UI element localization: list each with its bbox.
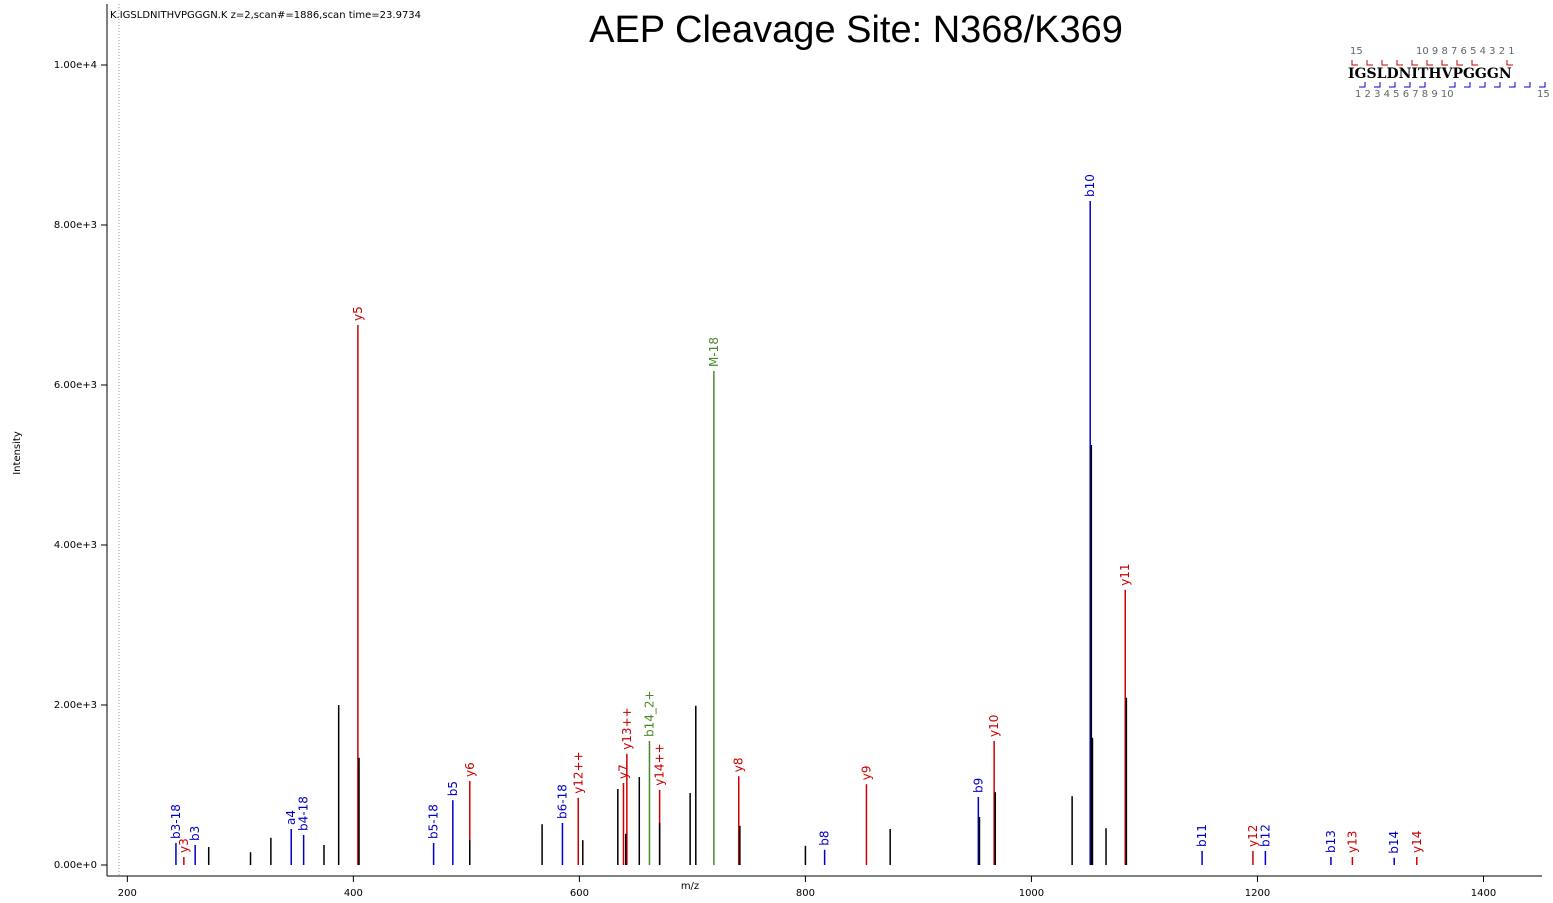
- y-tick-label: 6.00e+3: [54, 380, 97, 391]
- sequence: IGSLDNITHVPGGGN: [1348, 66, 1512, 82]
- peak-label: y6: [463, 762, 477, 777]
- x-tick-label: 200: [118, 888, 137, 899]
- y-tick-label: 1.00e+4: [54, 60, 97, 71]
- peak-label: y3: [177, 838, 191, 853]
- peak-label: b14_2+: [642, 690, 656, 737]
- peak-label: b3: [188, 826, 202, 841]
- peak-label: b6-18: [555, 784, 569, 819]
- seq-bottom-num: 15: [1537, 89, 1550, 100]
- peak-label: y11: [1118, 563, 1132, 585]
- peak-label: y12: [1246, 825, 1260, 847]
- y-tick-label: 4.00e+3: [54, 540, 97, 551]
- peak-label: y9: [859, 765, 873, 780]
- peak-label: y10: [987, 715, 1001, 737]
- x-tick-label: 1400: [1471, 888, 1496, 899]
- peak-label: b11: [1195, 824, 1209, 847]
- chart-title: AEP Cleavage Site: N368/K369: [589, 9, 1123, 51]
- seq-top-num: 15: [1350, 46, 1363, 57]
- sequence-map: 15 10 9 8 7 6 5 4 3 2 1 IGSLDNITHVPGGGN …: [1348, 46, 1550, 100]
- peak-label: y5: [351, 306, 365, 321]
- y-tick-label: 0.00e+0: [54, 860, 97, 871]
- peak-label: a4: [284, 810, 298, 825]
- x-tick-label: 400: [344, 888, 363, 899]
- peak-label: b9: [971, 778, 985, 793]
- peak-label: b14: [1387, 831, 1401, 854]
- peak-label: b12: [1258, 824, 1272, 847]
- b-brackets: [1359, 82, 1546, 88]
- y-brackets: [1351, 60, 1513, 66]
- x-tick-label: 1000: [1019, 888, 1044, 899]
- seq-bottom-num: 1 2 3 4 5 6 7 8 9 10: [1355, 89, 1454, 100]
- y-axis-label: Intensity: [12, 431, 23, 475]
- peak-label: b5-18: [427, 804, 441, 839]
- peak-label: b13: [1324, 830, 1338, 853]
- peak-label: b10: [1083, 174, 1097, 197]
- x-tick-label: 800: [796, 888, 815, 899]
- peak-label: b8: [818, 831, 832, 846]
- seq-top-num: 10 9 8 7 6 5 4 3 2 1: [1416, 46, 1515, 57]
- peak-label: M-18: [707, 337, 721, 367]
- x-tick-label: 600: [570, 888, 589, 899]
- peak-label: y14: [1410, 831, 1424, 853]
- peak-label: y14++: [653, 743, 667, 785]
- peak-label: y13++: [620, 707, 634, 749]
- x-tick-label: 1200: [1245, 888, 1270, 899]
- peak-label: y13: [1345, 831, 1359, 853]
- peak-label: y12++: [571, 751, 585, 793]
- x-axis-label: m/z: [681, 881, 699, 892]
- peak-label: b4-18: [297, 796, 311, 831]
- spectrum-header: K.IGSLDNITHVPGGGN.K z=2,scan#=1886,scan …: [110, 10, 421, 21]
- peak-label: b3-18: [169, 804, 183, 839]
- peak-label: b5: [446, 781, 460, 796]
- y-tick-label: 8.00e+3: [54, 220, 97, 231]
- y-tick-label: 2.00e+3: [54, 700, 97, 711]
- peak-label: y7: [616, 764, 630, 779]
- peak-label: y8: [732, 757, 746, 772]
